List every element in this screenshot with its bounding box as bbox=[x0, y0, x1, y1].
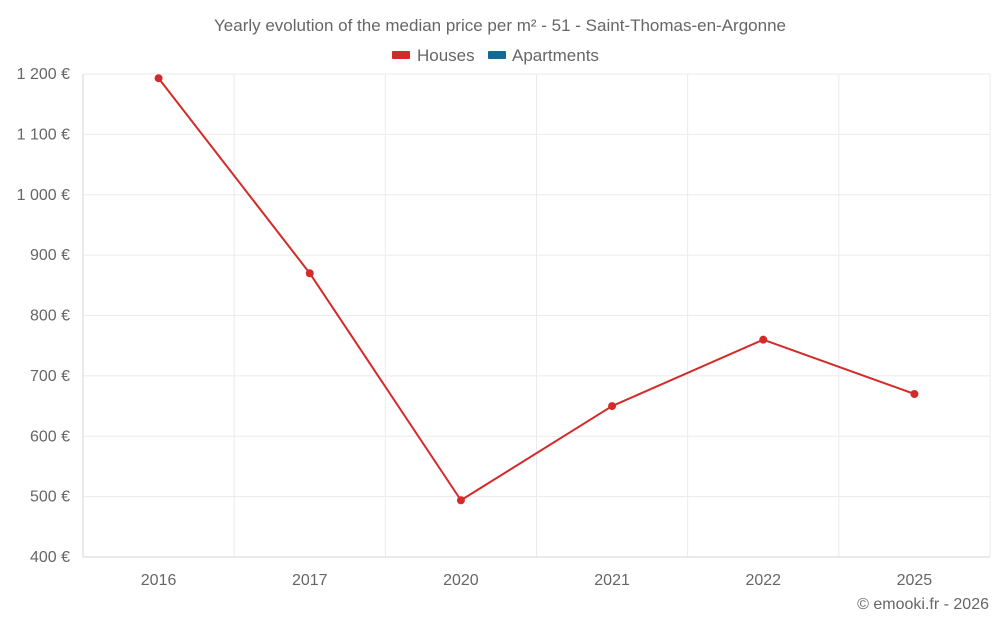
credit-text: © emooki.fr - 2026 bbox=[857, 596, 989, 613]
y-tick-label: 800 € bbox=[30, 308, 70, 325]
legend-item-houses[interactable]: Houses bbox=[392, 46, 475, 65]
chart-title: Yearly evolution of the median price per… bbox=[214, 16, 786, 35]
x-axis-labels: 2016 2017 2020 2021 2022 2025 bbox=[141, 572, 933, 589]
y-tick-label: 400 € bbox=[30, 549, 70, 566]
data-point-houses[interactable] bbox=[759, 335, 768, 344]
x-tick-label: 2021 bbox=[594, 572, 630, 589]
axes bbox=[82, 74, 990, 558]
legend-label-apartments: Apartments bbox=[512, 46, 599, 65]
x-tick-label: 2022 bbox=[745, 572, 781, 589]
data-point-houses[interactable] bbox=[305, 269, 314, 278]
data-point-houses[interactable] bbox=[910, 389, 919, 398]
legend: Houses Apartments bbox=[392, 46, 599, 65]
data-point-houses[interactable] bbox=[154, 74, 163, 83]
x-tick-label: 2020 bbox=[443, 572, 479, 589]
data-point-houses[interactable] bbox=[608, 402, 617, 411]
series bbox=[154, 74, 919, 505]
series-line-houses bbox=[157, 77, 915, 502]
data-point-houses[interactable] bbox=[456, 496, 465, 505]
y-tick-label: 1 100 € bbox=[17, 126, 70, 143]
y-tick-label: 1 200 € bbox=[17, 66, 70, 83]
y-tick-label: 600 € bbox=[30, 428, 70, 445]
x-tick-label: 2016 bbox=[141, 572, 177, 589]
y-tick-label: 1 000 € bbox=[17, 187, 70, 204]
legend-label-houses: Houses bbox=[417, 46, 475, 65]
y-axis-labels: 400 € 500 € 600 € 700 € 800 € 900 € 1 000 € 1 1… bbox=[17, 66, 70, 566]
legend-swatch-houses bbox=[392, 51, 410, 59]
legend-swatch-apartments bbox=[488, 51, 506, 59]
y-tick-label: 900 € bbox=[30, 247, 70, 264]
legend-item-apartments[interactable]: Apartments bbox=[488, 46, 599, 65]
x-tick-label: 2017 bbox=[292, 572, 328, 589]
grid bbox=[82, 73, 991, 557]
x-tick-label: 2025 bbox=[897, 572, 933, 589]
y-tick-label: 500 € bbox=[30, 489, 70, 506]
y-tick-label: 700 € bbox=[30, 368, 70, 385]
